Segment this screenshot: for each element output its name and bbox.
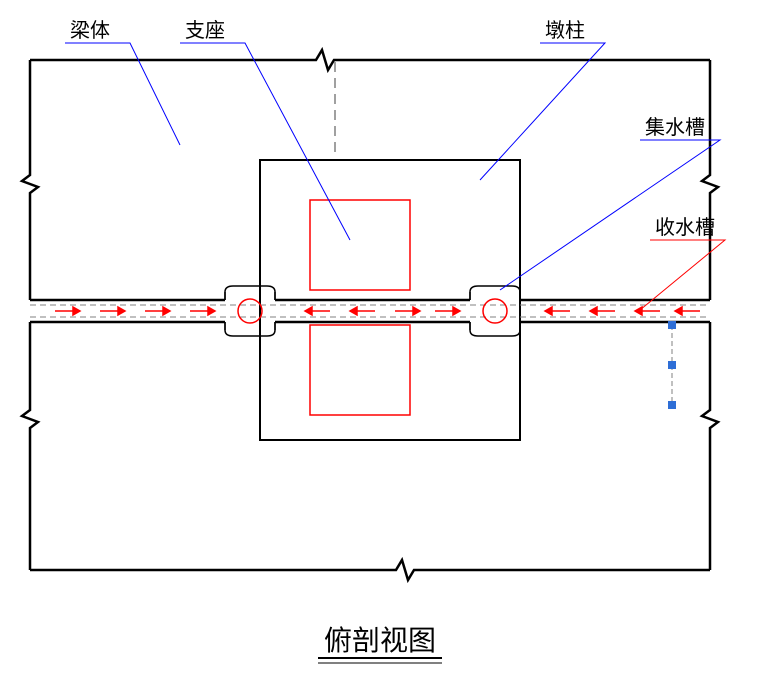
label-bearing: 支座 [185, 19, 225, 42]
leaders [65, 43, 720, 290]
collector-left [225, 286, 275, 336]
bearing-top [310, 200, 410, 290]
beam-outline [22, 50, 718, 580]
diagram-title: 俯剖视图 [324, 625, 436, 657]
collector-right [470, 286, 520, 336]
label-gutter: 集水槽 [645, 116, 705, 139]
flow-arrows [55, 307, 700, 315]
label-pier: 墩柱 [545, 19, 585, 42]
label-beam: 梁体 [70, 19, 110, 42]
selected-object [668, 321, 676, 409]
bearing-bottom [310, 325, 410, 415]
label-inlet: 收水槽 [655, 216, 715, 239]
diagram-canvas: 梁体 支座 墩柱 集水槽 收水槽 俯剖视图 [0, 0, 760, 690]
